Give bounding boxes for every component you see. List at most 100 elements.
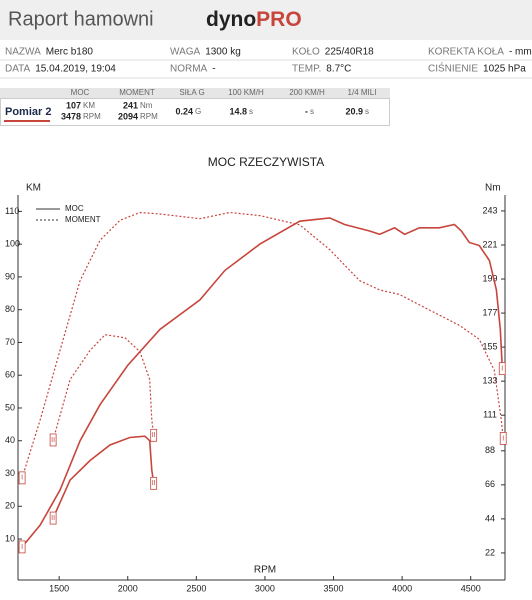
result-value: 3478 <box>61 111 81 121</box>
legend-label: MOC <box>65 204 84 213</box>
y-tick-label: 40 <box>5 435 15 445</box>
power-line <box>21 217 504 548</box>
torque-line <box>52 334 155 441</box>
info-label: CIŚNIENIE <box>428 62 478 75</box>
column-header: SIŁA G <box>179 88 204 97</box>
brand: dynoPRO <box>206 8 302 31</box>
run-marker-label: I <box>21 475 23 482</box>
y-tick-label: 90 <box>5 271 15 281</box>
result-unit: RPM <box>83 112 101 121</box>
y2-tick-label: 66 <box>485 479 495 489</box>
result-unit: s <box>365 107 369 116</box>
y2-tick-label: 22 <box>485 547 495 557</box>
result-unit: G <box>195 107 201 116</box>
result-value: 107 <box>66 100 81 110</box>
power-line <box>52 435 155 519</box>
info-value: 1025 hPa <box>483 64 526 75</box>
y2-axis-label: Nm <box>485 183 501 194</box>
column-header: 200 KM/H <box>289 88 325 97</box>
y2-tick-label: 243 <box>482 205 497 215</box>
header-title: Raport hamowni <box>8 8 154 30</box>
info-value: Merc b180 <box>46 47 94 58</box>
brand-dyno: dyno <box>206 8 256 31</box>
chart-title: MOC RZECZYWISTA <box>208 155 324 169</box>
run-marker <box>499 432 507 445</box>
info-label: NORMA <box>170 64 208 75</box>
run-marker <box>498 362 506 376</box>
x-tick-label: 1500 <box>49 583 69 593</box>
result-value: 0.24 <box>175 106 193 116</box>
info-value: 8.7°C <box>326 64 351 75</box>
info-label: WAGA <box>170 47 201 58</box>
run-marker <box>18 471 26 485</box>
run-name: Pomiar 2 <box>5 106 51 118</box>
y-tick-label: 60 <box>5 370 15 380</box>
x-tick-label: 4000 <box>392 583 412 593</box>
y2-tick-label: 199 <box>482 273 497 283</box>
run-marker-label: II <box>152 432 156 439</box>
info-value: 225/40R18 <box>325 47 374 58</box>
run-marker-label: I <box>21 544 23 551</box>
y-tick-label: 110 <box>5 206 19 216</box>
column-header: 1/4 MILI <box>348 88 377 97</box>
result-unit: s <box>249 107 253 116</box>
run-marker-label: I <box>501 366 503 373</box>
result-value: 20.9 <box>345 106 363 116</box>
y2-tick-label: 221 <box>482 239 497 249</box>
run-marker <box>49 433 57 447</box>
legend-label: MOMENT <box>65 215 101 224</box>
result-unit: RPM <box>140 112 158 121</box>
result-unit: KM <box>83 101 95 110</box>
x-tick-label: 3000 <box>255 583 275 593</box>
results-row-bg <box>0 98 390 126</box>
info-value: 1300 kg <box>205 47 241 58</box>
x-tick-label: 4500 <box>461 583 481 593</box>
y-tick-label: 70 <box>5 337 15 347</box>
info-label: KOŁO <box>292 47 320 58</box>
info-label: TEMP. <box>292 64 321 75</box>
y2-tick-label: 88 <box>485 445 495 455</box>
x-tick-label: 2000 <box>118 583 138 593</box>
info-value: - <box>212 64 215 75</box>
y-tick-label: 80 <box>5 304 15 314</box>
run-marker <box>49 511 57 525</box>
x-tick-label: 3500 <box>324 583 344 593</box>
column-header: MOMENT <box>119 88 155 97</box>
torque-line <box>21 211 504 479</box>
y-axis-label: KM <box>26 183 41 194</box>
result-value: 14.8 <box>229 106 247 116</box>
brand-pro: PRO <box>256 8 302 31</box>
run-marker <box>150 428 158 442</box>
run-marker-label: I <box>502 435 504 442</box>
results-header-bg <box>0 88 390 98</box>
y2-tick-label: 44 <box>485 513 495 523</box>
info-label: DATA <box>5 64 31 75</box>
run-underline <box>4 120 50 122</box>
y-tick-label: 50 <box>5 402 15 412</box>
x-tick-label: 2500 <box>186 583 206 593</box>
run-marker-label: II <box>51 437 55 444</box>
y2-tick-label: 177 <box>482 307 497 317</box>
run-marker <box>18 540 26 554</box>
column-header: 100 KM/H <box>228 88 264 97</box>
column-header: MOC <box>71 88 90 97</box>
y-tick-label: 100 <box>5 239 20 249</box>
y2-tick-label: 111 <box>483 410 497 420</box>
info-label: NAZWA <box>5 47 41 58</box>
y-tick-label: 10 <box>5 533 15 543</box>
result-value: 2094 <box>118 111 138 121</box>
run-marker <box>150 476 158 490</box>
run-marker-label: II <box>51 515 55 522</box>
info-label: KOREKTA KOŁA <box>428 47 504 58</box>
result-unit: Nm <box>140 101 153 110</box>
x-axis-label: RPM <box>254 565 276 576</box>
result-value: - <box>305 106 308 116</box>
y-tick-label: 20 <box>5 501 15 511</box>
result-unit: s <box>310 107 314 116</box>
info-value: 15.04.2019, 19:04 <box>35 64 116 75</box>
y-tick-label: 30 <box>5 468 15 478</box>
y2-tick-label: 133 <box>482 376 497 386</box>
y2-tick-label: 155 <box>482 341 497 351</box>
info-value: - mm <box>509 47 532 58</box>
